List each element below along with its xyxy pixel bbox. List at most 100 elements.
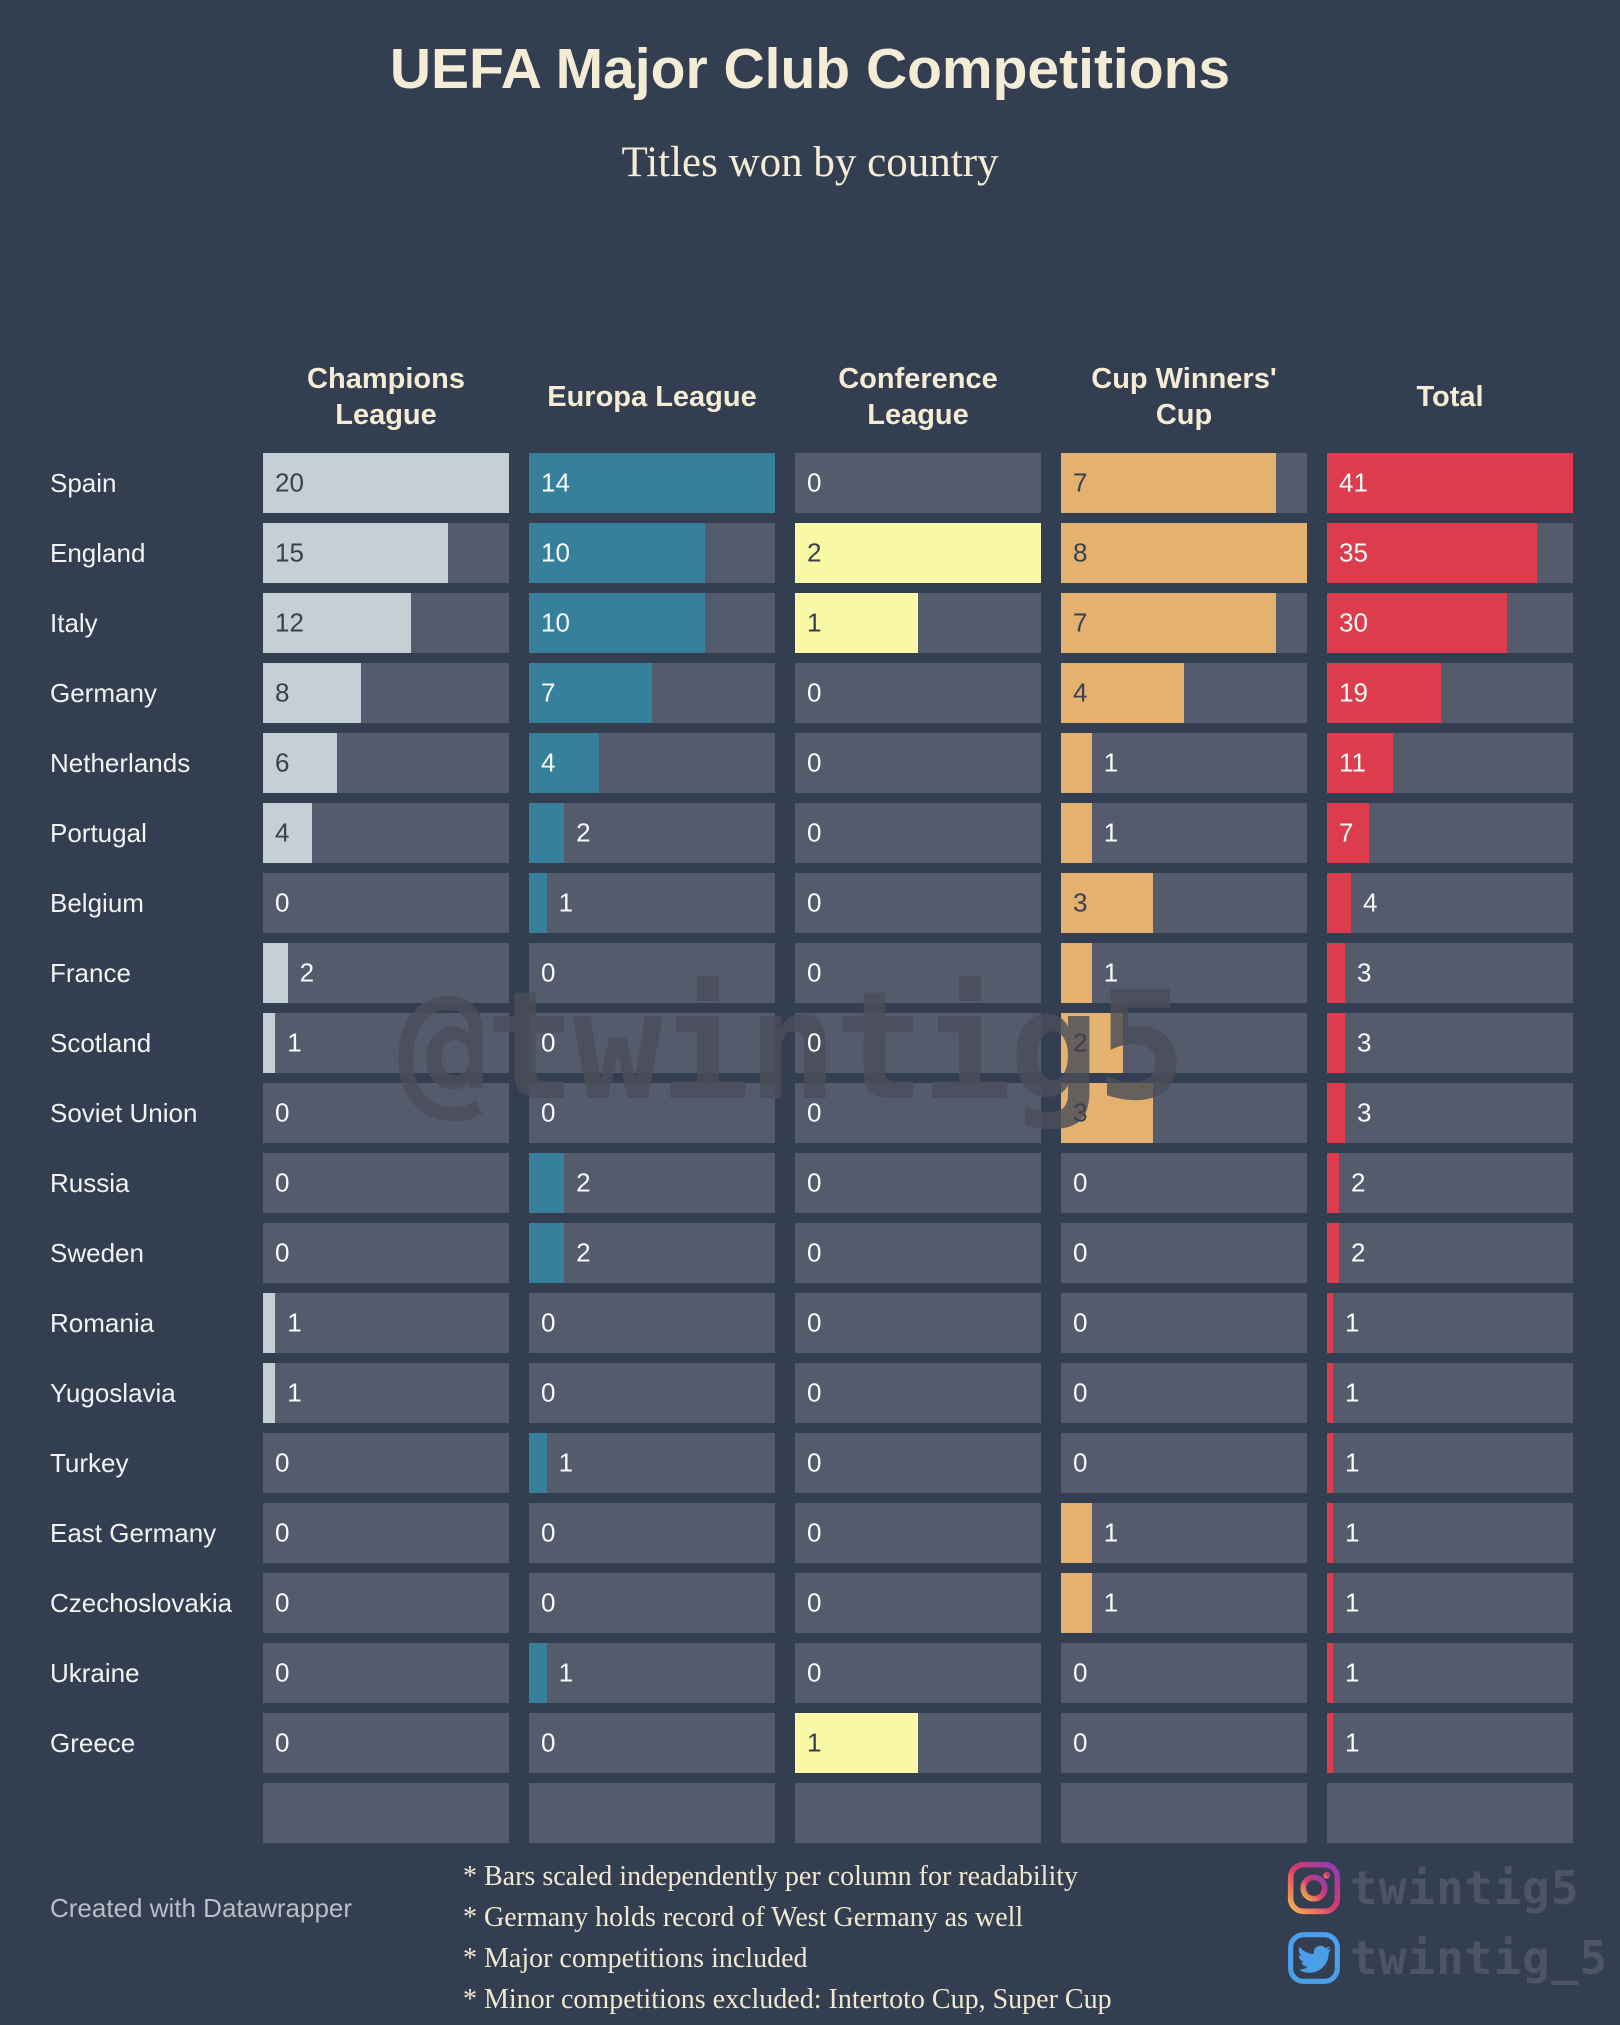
bar	[1327, 1433, 1333, 1493]
instagram-icon	[1287, 1861, 1341, 1915]
bar-value: 0	[541, 1727, 556, 1758]
bar-track: 4	[529, 733, 775, 793]
bar	[1061, 663, 1184, 723]
bar-track: 1	[1061, 1573, 1307, 1633]
bar-value: 0	[807, 1447, 822, 1478]
bar-value: 12	[275, 607, 304, 638]
bar	[795, 523, 1041, 583]
bar	[1061, 943, 1092, 1003]
bar-track: 0	[795, 1503, 1041, 1563]
bar-value: 2	[807, 537, 822, 568]
bar-value: 35	[1339, 537, 1368, 568]
bar	[529, 1643, 547, 1703]
bar-table: Champions League Europa League Conference …	[50, 352, 1573, 1843]
bar-track: 20	[263, 453, 509, 513]
bar-value: 1	[558, 887, 574, 918]
bar-value: 10	[541, 607, 570, 638]
footnote-major: * Major competitions included	[463, 1943, 808, 1974]
country-label: Spain	[50, 467, 117, 498]
bar-value: 2	[576, 817, 591, 848]
bar-track: 2	[529, 803, 775, 863]
bar-track: 0	[1061, 1433, 1307, 1493]
bar-track: 8	[263, 663, 509, 723]
bar	[1327, 593, 1507, 653]
bar-track: 1	[263, 1293, 509, 1353]
bar-track: 19	[1327, 663, 1573, 723]
bar-value: 0	[807, 817, 822, 848]
bar	[263, 663, 362, 723]
bar	[263, 733, 337, 793]
bar	[1327, 1013, 1345, 1073]
bar-value: 0	[1073, 1727, 1088, 1758]
bar-value: 0	[807, 1377, 822, 1408]
bar-value: 0	[275, 1727, 290, 1758]
bar-value: 0	[275, 1237, 290, 1268]
bar-track: 0	[1061, 1223, 1307, 1283]
bar-value: 0	[807, 1167, 822, 1198]
bar	[1327, 523, 1537, 583]
bar	[1061, 873, 1154, 933]
bar-track: 0	[795, 943, 1041, 1003]
footnote-germany: * Germany holds record of West Germany a…	[463, 1902, 1024, 1933]
bar-track: 0	[795, 803, 1041, 863]
bar	[1327, 1503, 1333, 1563]
bar-value: 2	[1351, 1167, 1366, 1198]
bar-track: 7	[1327, 803, 1573, 863]
bar-track: 0	[795, 1363, 1041, 1423]
bar-track: 15	[263, 523, 509, 583]
header-spacer	[50, 352, 243, 443]
country-label: Turkey	[50, 1447, 129, 1478]
bar-value: 0	[275, 887, 290, 918]
bar	[529, 1433, 547, 1493]
country-label: Czechoslovakia	[50, 1587, 233, 1618]
bar-track: 0	[529, 1713, 775, 1773]
bar	[1061, 593, 1277, 653]
instagram-handle-row: twintig5	[1286, 1858, 1608, 1918]
bar-value: 0	[807, 467, 822, 498]
country-label: Italy	[50, 607, 98, 638]
column-header: Total	[1416, 380, 1484, 413]
bar-value: 1	[558, 1657, 574, 1688]
bar-value: 0	[541, 1377, 556, 1408]
bar	[529, 1223, 565, 1283]
bar-track-empty	[529, 1783, 775, 1843]
bar-track: 0	[529, 1013, 775, 1073]
bar-track: 2	[529, 1153, 775, 1213]
bar-value: 10	[541, 537, 570, 568]
chart-subtitle: Titles won by country	[621, 139, 999, 186]
bar-track: 0	[795, 1223, 1041, 1283]
country-label: Soviet Union	[50, 1097, 198, 1128]
bar-track: 14	[529, 453, 775, 513]
country-label: Ukraine	[50, 1657, 140, 1688]
bar-track: 3	[1327, 1083, 1573, 1143]
bar-track: 41	[1327, 453, 1573, 513]
bar-value: 0	[807, 1657, 822, 1688]
bar-track: 1	[263, 1363, 509, 1423]
bar-value: 7	[1073, 607, 1088, 638]
bar-track: 0	[529, 1573, 775, 1633]
bar-track: 0	[1061, 1363, 1307, 1423]
bar-track: 1	[1327, 1643, 1573, 1703]
bar-value: 2	[576, 1237, 591, 1268]
bar	[1327, 943, 1345, 1003]
bar-track: 3	[1061, 873, 1307, 933]
bar	[1327, 1643, 1333, 1703]
bar-value: 0	[807, 1237, 822, 1268]
bar-track: 1	[1061, 943, 1307, 1003]
country-label-empty	[50, 1783, 243, 1843]
bar	[263, 1013, 276, 1073]
bar-value: 0	[1073, 1307, 1088, 1338]
bar-track: 7	[1061, 593, 1307, 653]
twitter-handle-row: twintig_5	[1286, 1928, 1608, 1988]
bar-track: 1	[1061, 803, 1307, 863]
chart-title: UEFA Major Club Competitions	[389, 37, 1231, 101]
bar-value: 0	[275, 1447, 290, 1478]
country-label: Portugal	[50, 817, 147, 848]
bar	[263, 803, 313, 863]
footnotes: * Bars scaled independently per column f…	[463, 1856, 1112, 2020]
bar-value: 1	[1103, 1517, 1119, 1548]
bar-value: 0	[275, 1657, 290, 1688]
bar-value: 1	[287, 1307, 302, 1338]
bar-track: 1	[1061, 733, 1307, 793]
bar	[1327, 663, 1441, 723]
